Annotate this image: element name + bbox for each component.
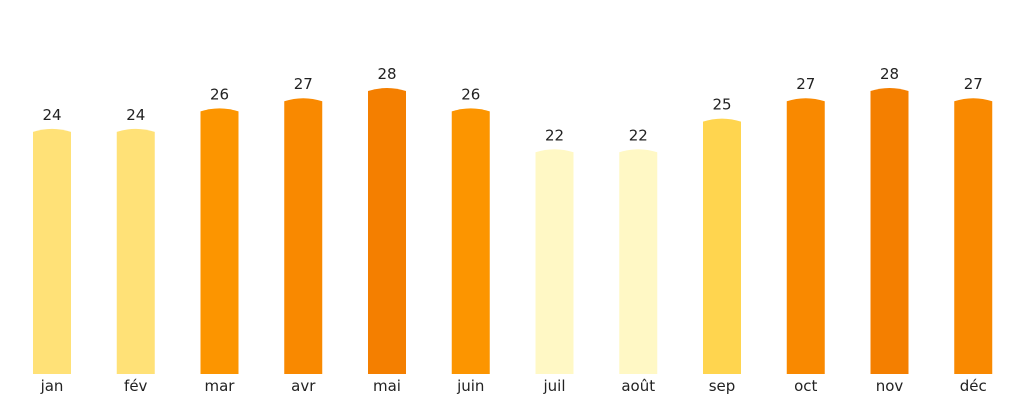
value-label-juil: 22 bbox=[545, 126, 564, 144]
bar-oct bbox=[786, 98, 825, 374]
bar-mai bbox=[368, 88, 406, 374]
bar-sep bbox=[703, 118, 741, 375]
bar-août bbox=[619, 149, 658, 374]
value-label-juin: 26 bbox=[461, 85, 480, 103]
value-label-nov: 28 bbox=[880, 65, 899, 83]
value-labels-group: 24 24 26 27 28 26 22 22 25 27 28 27 bbox=[42, 65, 982, 144]
value-label-oct: 27 bbox=[796, 75, 815, 93]
value-label-août: 22 bbox=[629, 126, 648, 144]
bar-juil bbox=[535, 149, 574, 374]
value-label-déc: 27 bbox=[964, 75, 983, 93]
x-tick-label-oct: oct bbox=[794, 377, 817, 395]
value-label-fév: 24 bbox=[126, 106, 145, 124]
bar-fév bbox=[116, 128, 155, 374]
bar-mar bbox=[200, 108, 239, 374]
value-label-sep: 25 bbox=[712, 96, 731, 114]
value-label-avr: 27 bbox=[294, 75, 313, 93]
bars-group bbox=[33, 88, 993, 375]
value-label-mar: 26 bbox=[210, 85, 229, 103]
x-tick-label-juin: juin bbox=[456, 377, 484, 395]
x-tick-label-juil: juil bbox=[542, 377, 565, 395]
x-tick-label-sep: sep bbox=[709, 377, 736, 395]
value-label-mai: 28 bbox=[377, 65, 396, 83]
x-tick-label-jan: jan bbox=[40, 377, 64, 395]
bar-juin bbox=[451, 108, 490, 374]
bar-avr bbox=[284, 98, 323, 374]
x-tick-label-août: août bbox=[621, 377, 655, 395]
bar-déc bbox=[954, 98, 993, 374]
bar-nov bbox=[870, 88, 909, 374]
x-tick-label-mar: mar bbox=[205, 377, 236, 395]
x-tick-label-avr: avr bbox=[291, 377, 316, 395]
bar-jan bbox=[33, 128, 71, 374]
x-tick-label-mai: mai bbox=[373, 377, 401, 395]
x-tick-labels-group: jan fév mar avr mai juin juil août sep oct nov déc bbox=[40, 377, 987, 395]
x-tick-label-nov: nov bbox=[876, 377, 904, 395]
value-label-jan: 24 bbox=[42, 106, 61, 124]
x-tick-label-fév: fév bbox=[124, 377, 148, 395]
x-tick-label-déc: déc bbox=[960, 377, 987, 395]
